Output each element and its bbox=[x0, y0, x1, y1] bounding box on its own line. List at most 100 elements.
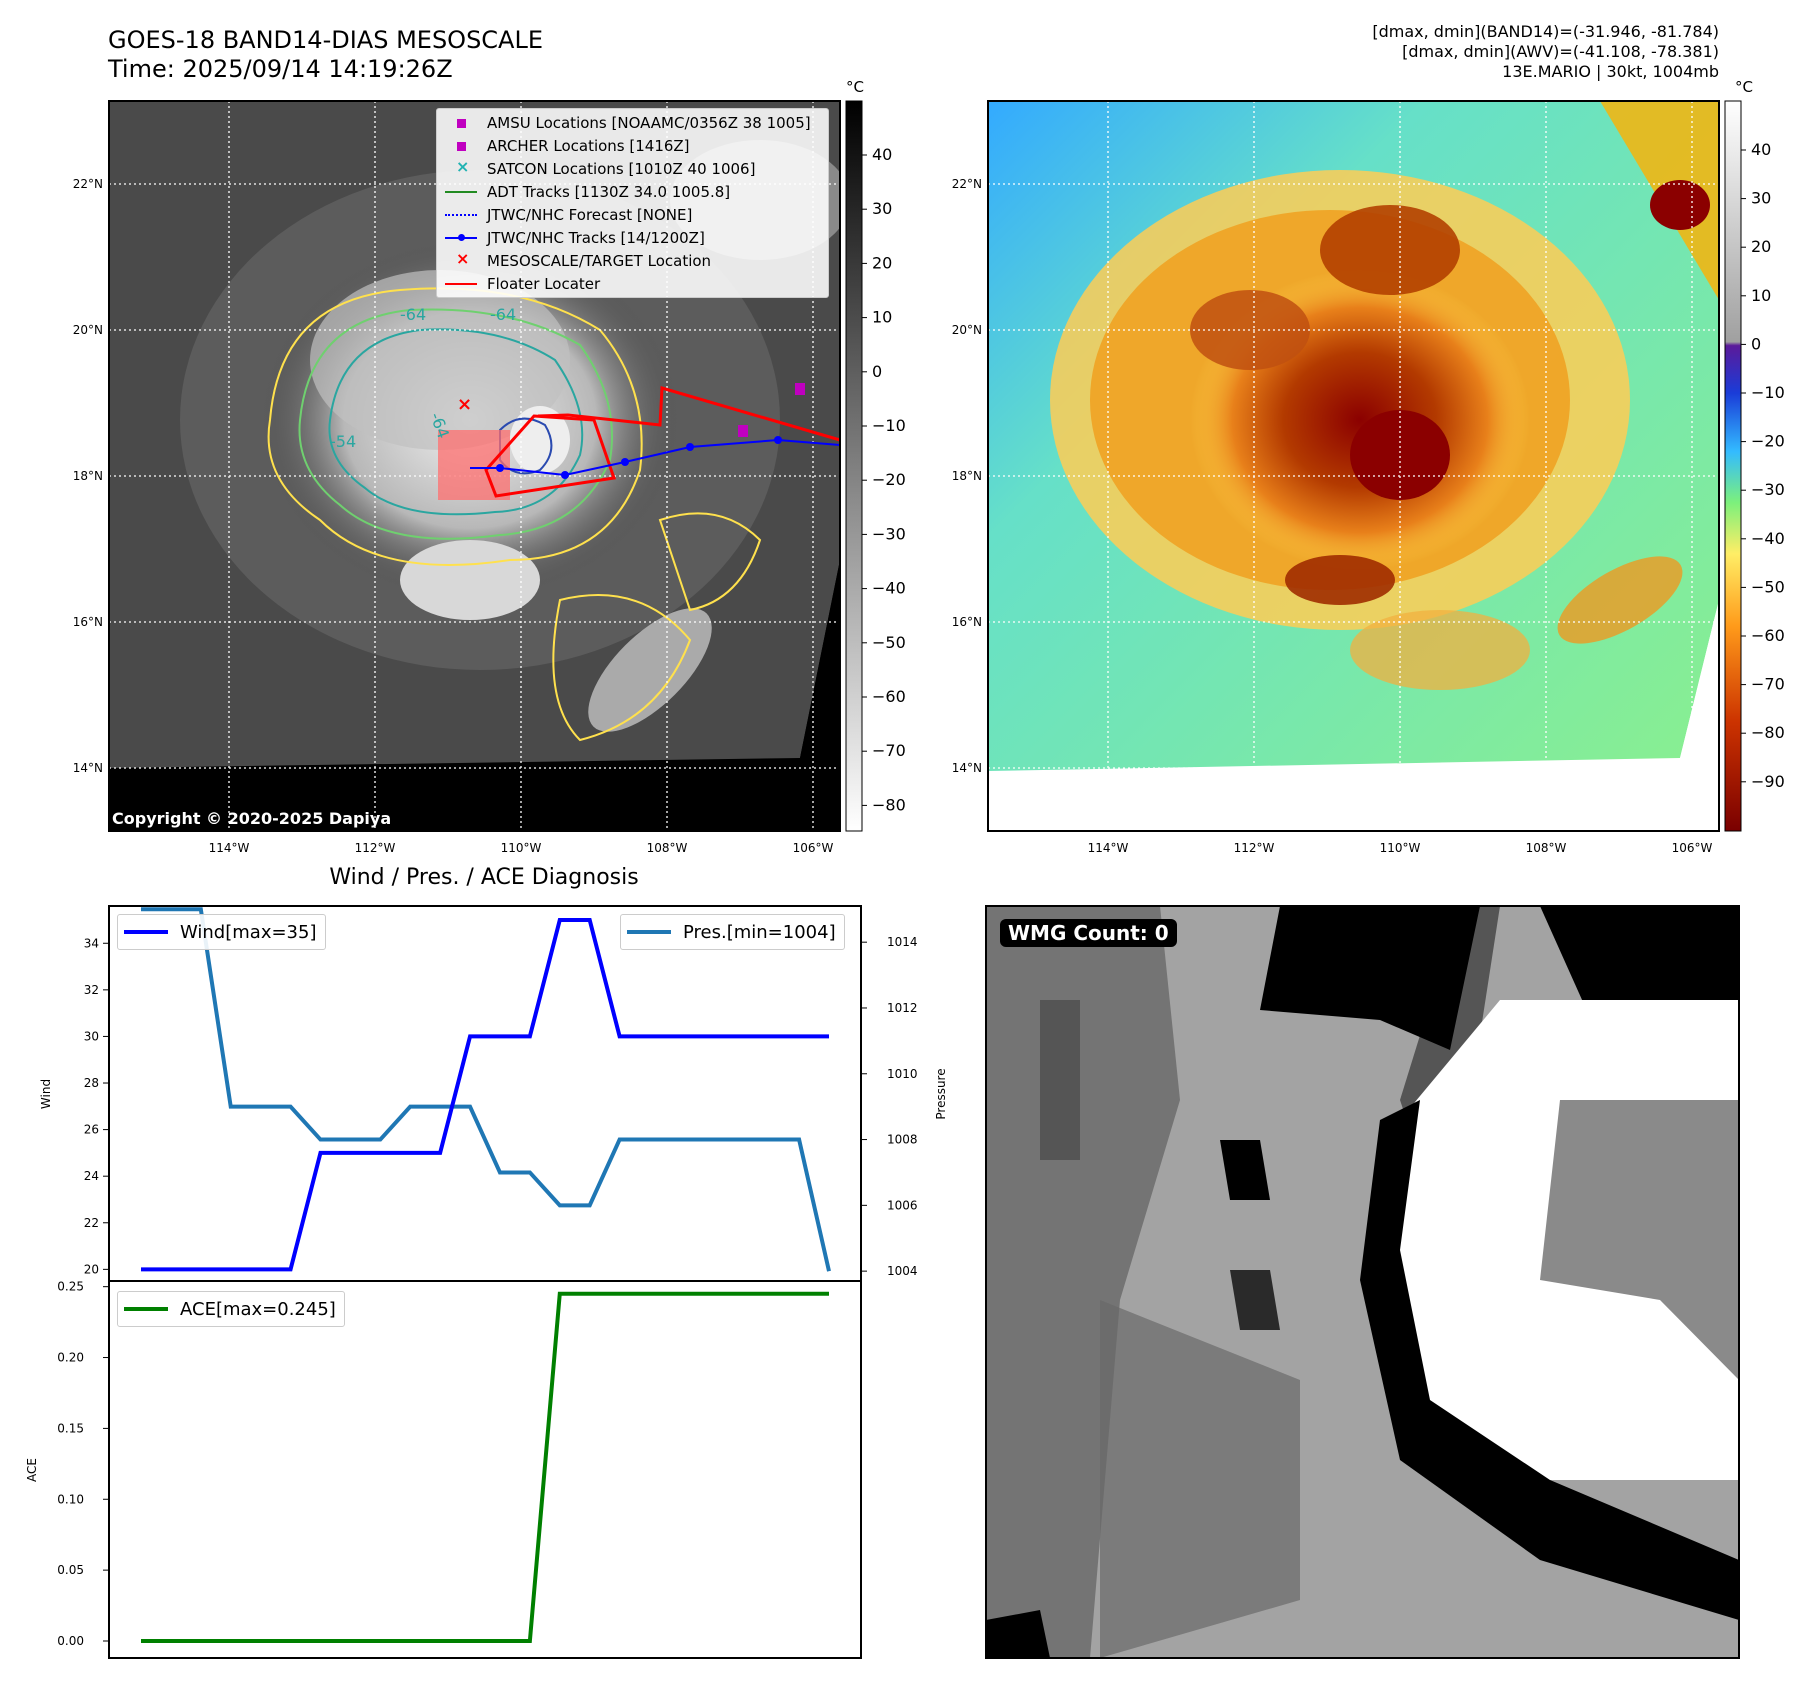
wind-line bbox=[141, 917, 829, 1272]
wind-tick-label: 30 bbox=[84, 1029, 99, 1043]
colorbar-tick-label: −80 bbox=[1751, 723, 1785, 742]
map-axis-labels: 22°N 22°N 20°N 20°N 18°N 18°N 16°N 16°N 14°N 14°N… bbox=[73, 177, 1713, 855]
colorbar-tick-label: −70 bbox=[1751, 675, 1785, 694]
lon-label: 108°W bbox=[647, 841, 688, 855]
map-legend-item: × SATCON Locations [1010Z 40 1006] bbox=[437, 157, 756, 180]
pressure-tick-label: 1010 bbox=[887, 1067, 918, 1081]
lat-label: 18°N bbox=[73, 469, 103, 483]
left-colorbar-unit: °C bbox=[846, 78, 864, 96]
map-legend-label: JTWC/NHC Forecast [NONE] bbox=[487, 206, 693, 224]
wind-tick-label: 24 bbox=[84, 1169, 99, 1183]
lon-label: 110°W bbox=[1380, 841, 1421, 855]
colorbar-tick-label: −50 bbox=[872, 633, 906, 652]
colorbar-tick-label: 0 bbox=[1751, 334, 1761, 353]
ace-legend-line bbox=[124, 1307, 168, 1311]
wmg-count-badge: WMG Count: 0 bbox=[1000, 919, 1177, 947]
right-map-frame bbox=[987, 100, 1720, 832]
lat-label: 14°N bbox=[73, 761, 103, 775]
colorbar-tick-label: 30 bbox=[1751, 189, 1771, 208]
map-legend-label: ARCHER Locations [1416Z] bbox=[487, 137, 690, 155]
left-colorbar-ticks: 40 30 20 10 0 −10 −20 −30 −40 −50 −60 −70 −80 bbox=[862, 145, 906, 814]
lon-label: 112°W bbox=[355, 841, 396, 855]
ace-tick-label: 0.10 bbox=[57, 1492, 84, 1506]
wind-tick-label: 32 bbox=[84, 983, 99, 997]
ace-tick-label: 0.25 bbox=[57, 1280, 84, 1294]
colorbar-tick-label: −50 bbox=[1751, 577, 1785, 596]
colorbar-tick-label: −60 bbox=[872, 687, 906, 706]
map-legend-label: AMSU Locations [NOAAMC/0356Z 38 1005] bbox=[487, 114, 811, 132]
contour-label: -64 bbox=[400, 305, 426, 324]
colorbar-tick-label: 10 bbox=[872, 308, 892, 327]
colorbar-tick-label: −30 bbox=[1751, 480, 1785, 499]
pressure-tick-label: 1012 bbox=[887, 1001, 918, 1015]
wmg-map bbox=[986, 906, 1739, 1658]
lon-label: 114°W bbox=[209, 841, 250, 855]
svg-text:×: × bbox=[457, 394, 472, 415]
band14-range: [dmax, dmin](BAND14)=(-31.946, -81.784) bbox=[1372, 22, 1719, 41]
colorbar-tick-label: −20 bbox=[872, 470, 906, 489]
map-legend-item: JTWC/NHC Forecast [NONE] bbox=[437, 204, 692, 226]
lat-label: 22°N bbox=[73, 177, 103, 191]
map-legend: AMSU Locations [NOAAMC/0356Z 38 1005] ARC… bbox=[436, 108, 829, 298]
pressure-tick-label: 1004 bbox=[887, 1264, 918, 1278]
map-legend-item: AMSU Locations [NOAAMC/0356Z 38 1005] bbox=[437, 112, 811, 134]
colorbar-tick-label: 20 bbox=[1751, 237, 1771, 256]
map-legend-item: ADT Tracks [1130Z 34.0 1005.8] bbox=[437, 181, 730, 203]
ace-axis-label: ACE bbox=[25, 1458, 39, 1482]
colorbar-tick-label: 20 bbox=[872, 253, 892, 272]
map-legend-item: ARCHER Locations [1416Z] bbox=[437, 135, 690, 157]
lon-label: 106°W bbox=[793, 841, 834, 855]
lat-label: 16°N bbox=[73, 615, 103, 629]
map-legend-label: ADT Tracks [1130Z 34.0 1005.8] bbox=[487, 183, 731, 201]
colorbar-tick-label: −90 bbox=[1751, 772, 1785, 791]
lat-label: 22°N bbox=[952, 177, 982, 191]
pressure-axis-label: Pressure bbox=[934, 1068, 948, 1119]
ace-legend-label: ACE[max=0.245] bbox=[180, 1298, 336, 1320]
legend-symbol-x: × bbox=[456, 249, 470, 268]
lon-label: 110°W bbox=[501, 841, 542, 855]
wind-pressure-chart: 20 22 24 26 28 30 32 34 1004 1006 1008 1010 1012 1014 bbox=[84, 907, 918, 1278]
colorbar-tick-label: 40 bbox=[1751, 140, 1771, 159]
lon-label: 114°W bbox=[1088, 841, 1129, 855]
wind-tick-label: 28 bbox=[84, 1076, 99, 1090]
colorbar-tick-label: 40 bbox=[872, 145, 892, 164]
legend-symbol-dotted bbox=[443, 205, 479, 225]
colorbar-tick-label: 10 bbox=[1751, 286, 1771, 305]
ace-legend: ACE[max=0.245] bbox=[117, 1291, 345, 1327]
wind-tick-label: 22 bbox=[84, 1216, 99, 1230]
colorbar-tick-label: −10 bbox=[1751, 383, 1785, 402]
wind-axis-label: Wind bbox=[39, 1079, 53, 1109]
map-legend-item: × MESOSCALE/TARGET Location bbox=[437, 249, 712, 272]
map-legend-label: MESOSCALE/TARGET Location bbox=[487, 252, 712, 270]
lat-label: 20°N bbox=[73, 323, 103, 337]
wind-tick-label: 20 bbox=[84, 1262, 99, 1276]
wind-legend-line bbox=[124, 930, 168, 934]
awv-range: [dmax, dmin](AWV)=(-41.108, -78.381) bbox=[1402, 42, 1719, 61]
legend-symbol-line-dot bbox=[443, 228, 479, 248]
wind-legend: Wind[max=35] bbox=[117, 914, 326, 950]
legend-symbol-square bbox=[443, 136, 479, 156]
colorbar-tick-label: −40 bbox=[872, 579, 906, 598]
right-colorbar-unit: °C bbox=[1735, 78, 1753, 96]
pressure-tick-label: 1008 bbox=[887, 1133, 918, 1147]
pressure-tick-label: 1014 bbox=[887, 935, 918, 949]
ace-tick-label: 0.15 bbox=[57, 1421, 84, 1435]
ace-tick-label: 0.05 bbox=[57, 1563, 84, 1577]
wmg-frame bbox=[985, 905, 1740, 1659]
wind-tick-label: 26 bbox=[84, 1123, 99, 1137]
pressure-legend: Pres.[min=1004] bbox=[620, 914, 845, 950]
left-colorbar bbox=[845, 100, 863, 832]
wind-pressure-panel bbox=[108, 905, 862, 1282]
map-legend-item: Floater Locater bbox=[437, 273, 600, 295]
contour-label: -64 bbox=[490, 305, 516, 324]
wind-tick-label: 34 bbox=[84, 936, 99, 950]
map-legend-label: SATCON Locations [1010Z 40 1006] bbox=[487, 160, 756, 178]
colorbar-tick-label: −20 bbox=[1751, 432, 1785, 451]
pressure-legend-label: Pres.[min=1004] bbox=[683, 921, 836, 943]
copyright: Copyright © 2020-2025 Dapiya bbox=[112, 809, 392, 828]
ace-panel bbox=[108, 1280, 862, 1659]
legend-symbol-line bbox=[443, 182, 479, 202]
dias-map bbox=[988, 101, 1719, 831]
legend-symbol-line bbox=[443, 274, 479, 294]
